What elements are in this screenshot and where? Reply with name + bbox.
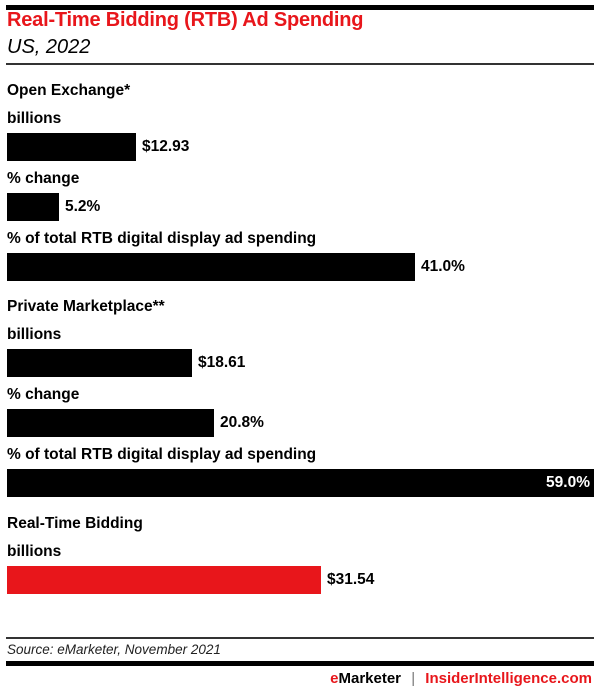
top-rule <box>6 5 594 10</box>
footer-brand: eMarketer | InsiderIntelligence.com <box>330 670 592 687</box>
section-heading: Real-Time Bidding <box>7 515 143 532</box>
section-heading: Private Marketplace** <box>7 298 165 315</box>
data-label: $12.93 <box>142 138 190 155</box>
data-label: 5.2% <box>65 198 101 215</box>
chart-title: Real-Time Bidding (RTB) Ad Spending <box>7 9 364 31</box>
source-divider <box>6 637 594 639</box>
bar <box>7 409 214 437</box>
brand-e: e <box>330 670 339 687</box>
chart-subtitle: US, 2022 <box>7 36 91 58</box>
metric-label: % of total RTB digital display ad spendi… <box>7 446 317 463</box>
data-label: 41.0% <box>421 258 465 275</box>
data-label: 20.8% <box>220 414 264 431</box>
metric-label: % change <box>7 386 80 403</box>
metric-label: % of total RTB digital display ad spendi… <box>7 230 317 247</box>
metric-label: billions <box>7 326 62 343</box>
brand-emarketer: Marketer <box>338 670 402 687</box>
data-label: 59.0% <box>546 474 590 491</box>
brand-insider-intelligence[interactable]: InsiderIntelligence.com <box>425 670 592 687</box>
brand-separator: | <box>411 670 416 687</box>
footer-rule <box>6 661 594 666</box>
bar <box>7 349 192 377</box>
bar <box>7 133 136 161</box>
metric-label: billions <box>7 110 62 127</box>
bar <box>7 566 321 594</box>
section-heading: Open Exchange* <box>7 82 131 99</box>
header-divider <box>6 63 594 65</box>
bar <box>7 193 59 221</box>
data-label: $31.54 <box>327 571 375 588</box>
source-note: Source: eMarketer, November 2021 <box>7 642 221 657</box>
bar <box>7 253 415 281</box>
metric-label: % change <box>7 170 80 187</box>
data-label: $18.61 <box>198 354 246 371</box>
metric-label: billions <box>7 543 62 560</box>
bar <box>7 469 594 497</box>
